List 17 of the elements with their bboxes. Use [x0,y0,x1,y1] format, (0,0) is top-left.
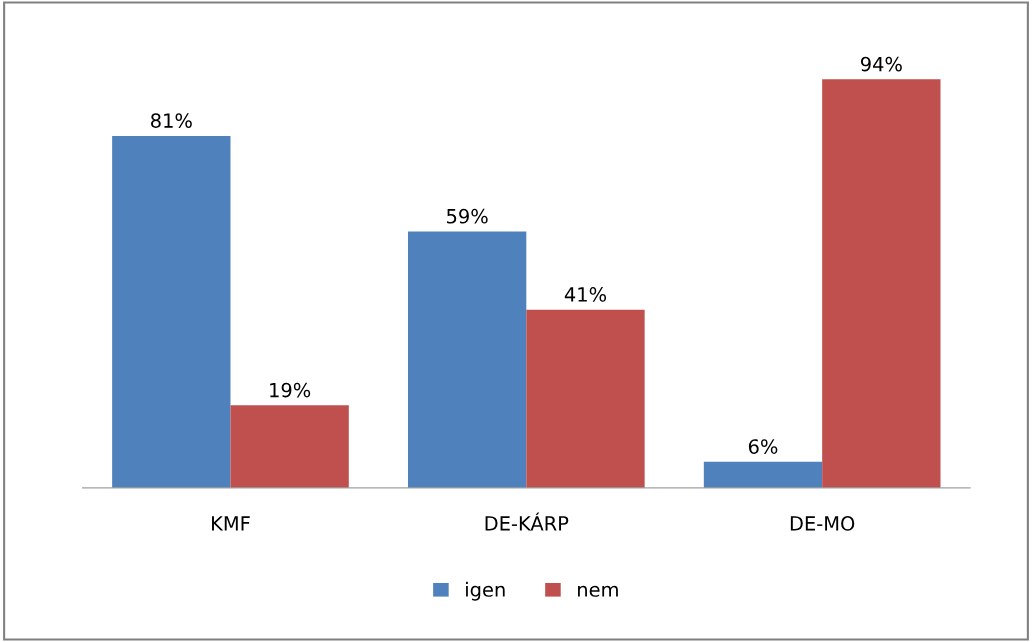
bar [526,309,645,488]
data-label: 41% [564,287,607,302]
data-label: 19% [270,382,311,398]
bar [230,405,349,488]
legend-label: igen [466,581,505,601]
x-tick-label: KMF [212,516,250,531]
data-label: 6% [748,439,778,454]
data-label: 59% [447,208,488,224]
data-label: 81% [151,113,192,128]
x-tick-label: DE-KÁRP [485,512,569,531]
bar [407,231,527,488]
legend-label: nem [578,585,618,597]
bar [703,461,823,488]
bar [112,135,231,488]
x-tick-label: DE-MO [790,516,855,531]
bar [822,79,941,488]
data-label: 94% [860,56,902,72]
